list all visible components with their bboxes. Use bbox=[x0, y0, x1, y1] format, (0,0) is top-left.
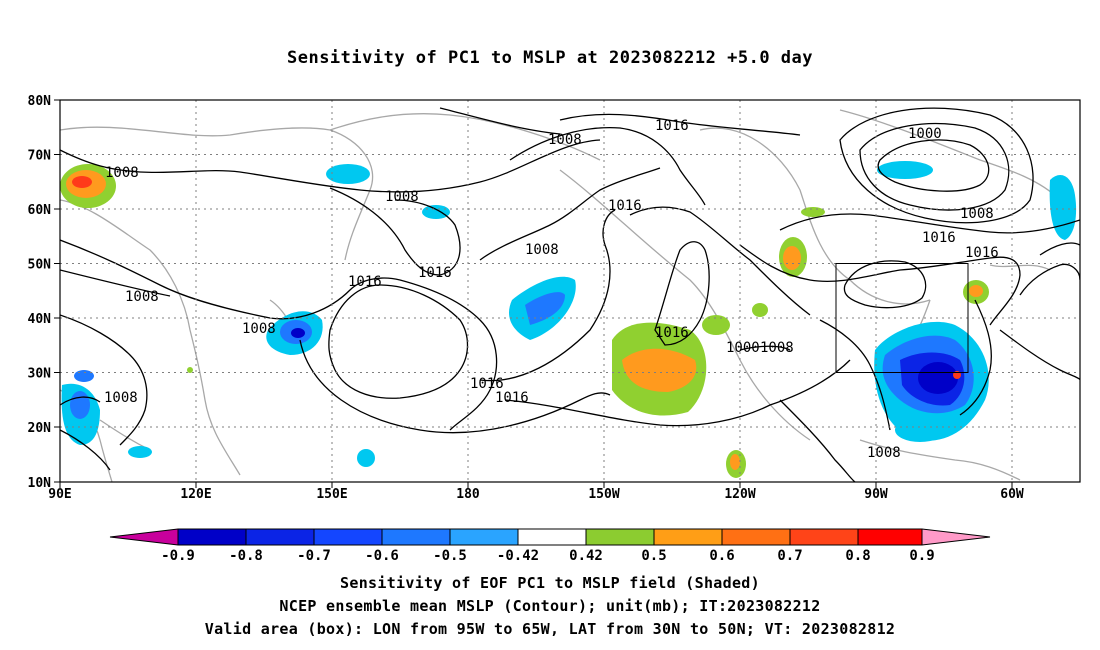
colorbar-label: 0.5 bbox=[641, 548, 666, 564]
colorbar-label: -0.8 bbox=[229, 548, 263, 564]
lat-label: 80N bbox=[28, 94, 52, 109]
lon-axis-labels: 90E 120E 150E 180 150W 120W 90W 60W bbox=[48, 487, 1024, 502]
caption-shading: Sensitivity of EOF PC1 to MSLP field (Sh… bbox=[340, 574, 760, 592]
lon-label: 120E bbox=[180, 487, 211, 502]
colorbar-cell bbox=[858, 529, 922, 545]
colorbar-end-left bbox=[110, 529, 178, 545]
colorbar-label: 0.6 bbox=[709, 548, 734, 564]
colorbar-cell bbox=[722, 529, 790, 545]
lat-axis-labels: 80N 70N 60N 50N 40N 30N 20N 10N bbox=[28, 94, 52, 491]
lat-label: 30N bbox=[28, 367, 52, 382]
caption-valid-area: Valid area (box): LON from 95W to 65W, L… bbox=[204, 620, 896, 638]
mslp-contours bbox=[60, 107, 1080, 482]
contour-label: 1016 bbox=[495, 390, 529, 406]
lon-label: 90W bbox=[864, 487, 888, 502]
lat-label: 40N bbox=[28, 312, 52, 327]
colorbar-label: -0.42 bbox=[497, 548, 539, 564]
contour-label: 1008 bbox=[760, 340, 794, 356]
colorbar-cell bbox=[586, 529, 654, 545]
contour-label: 1016 bbox=[348, 274, 382, 290]
contour-label: 1008 bbox=[867, 445, 901, 461]
colorbar-cell bbox=[246, 529, 314, 545]
colorbar-cell bbox=[450, 529, 518, 545]
gridlines bbox=[60, 100, 1080, 482]
contour-label: 1016 bbox=[655, 325, 689, 341]
lon-label: 90E bbox=[48, 487, 71, 502]
contour-label: 1008 bbox=[385, 189, 419, 205]
colorbar-label: 0.42 bbox=[569, 548, 603, 564]
colorbar-cell bbox=[178, 529, 246, 545]
contour-label: 1008 bbox=[125, 289, 159, 305]
map-plot-area: 1008 1016 1008 1008 1008 1016 1008 1016 … bbox=[60, 100, 1080, 482]
lat-label: 70N bbox=[28, 149, 52, 164]
colorbar-cell bbox=[314, 529, 382, 545]
colorbar-label: -0.5 bbox=[433, 548, 467, 564]
contour-label: 1016 bbox=[922, 230, 956, 246]
contour-label: 1008 bbox=[960, 206, 994, 222]
caption-contour: NCEP ensemble mean MSLP (Contour); unit(… bbox=[279, 597, 821, 615]
sensitivity-shading bbox=[60, 161, 1077, 478]
contour-label: 1016 bbox=[965, 245, 999, 261]
axis-ticks bbox=[54, 99, 1013, 488]
colorbar-label: -0.6 bbox=[365, 548, 399, 564]
contour-label: 1008 bbox=[104, 390, 138, 406]
lat-label: 20N bbox=[28, 421, 52, 436]
contour-label: 1008 bbox=[548, 132, 582, 148]
colorbar-label: -0.9 bbox=[161, 548, 195, 564]
contour-label: 1008 bbox=[105, 165, 139, 181]
lon-label: 150E bbox=[316, 487, 347, 502]
contour-label: 1016 bbox=[608, 198, 642, 214]
colorbar-end-right bbox=[922, 529, 990, 545]
contour-labels: 1008 1016 1008 1008 1008 1016 1008 1016 … bbox=[104, 118, 999, 461]
contour-label: 1016 bbox=[655, 118, 689, 134]
colorbar-label: -0.7 bbox=[297, 548, 331, 564]
contour-label: 1008 bbox=[242, 321, 276, 337]
contour-label: 1000 bbox=[726, 340, 760, 356]
contour-label: 1000 bbox=[908, 126, 942, 142]
lat-label: 50N bbox=[28, 258, 52, 273]
colorbar-cell bbox=[654, 529, 722, 545]
contour-label: 1016 bbox=[418, 265, 452, 281]
chart-title: Sensitivity of PC1 to MSLP at 2023082212… bbox=[286, 48, 813, 68]
lat-label: 60N bbox=[28, 203, 52, 218]
lon-label: 180 bbox=[456, 487, 480, 502]
contour-label: 1016 bbox=[470, 376, 504, 392]
contour-label: 1008 bbox=[525, 242, 559, 258]
colorbar: -0.9 -0.8 -0.7 -0.6 -0.5 -0.42 0.42 0.5 … bbox=[109, 528, 991, 564]
lon-label: 60W bbox=[1000, 487, 1024, 502]
colorbar-cell bbox=[790, 529, 858, 545]
lon-label: 150W bbox=[588, 487, 619, 502]
map-frame bbox=[59, 99, 1081, 483]
colorbar-cell bbox=[518, 529, 586, 545]
colorbar-label: 0.8 bbox=[845, 548, 870, 564]
colorbar-label: 0.7 bbox=[777, 548, 802, 564]
colorbar-label: 0.9 bbox=[909, 548, 934, 564]
validation-box bbox=[835, 263, 969, 373]
colorbar-cell bbox=[382, 529, 450, 545]
lat-label: 10N bbox=[28, 476, 52, 491]
lon-label: 120W bbox=[724, 487, 755, 502]
